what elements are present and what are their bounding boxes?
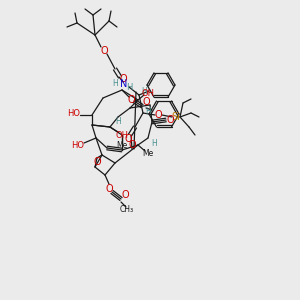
Text: H: H [145, 106, 151, 116]
Text: Si: Si [172, 112, 180, 122]
Text: Me: Me [116, 140, 128, 149]
Text: H: H [151, 140, 157, 148]
Text: O: O [127, 95, 135, 105]
Text: O: O [166, 115, 174, 125]
Text: H: H [112, 79, 118, 88]
Text: H: H [126, 82, 132, 91]
Text: OH: OH [142, 88, 154, 98]
Text: HO: HO [68, 109, 80, 118]
Text: O: O [154, 110, 162, 120]
Text: CH₃: CH₃ [120, 205, 134, 214]
Text: Me: Me [142, 148, 154, 158]
Text: O: O [105, 184, 113, 194]
Text: O: O [100, 46, 108, 56]
Text: OH: OH [116, 130, 128, 140]
Text: H: H [141, 88, 147, 97]
Text: O: O [93, 157, 101, 167]
Text: HO: HO [71, 142, 85, 151]
Text: O: O [128, 140, 136, 150]
Text: O: O [119, 74, 127, 84]
Text: H: H [115, 118, 121, 127]
Text: O: O [124, 134, 132, 144]
Text: O: O [142, 97, 150, 107]
Text: O: O [121, 190, 129, 200]
Text: N: N [120, 79, 128, 89]
